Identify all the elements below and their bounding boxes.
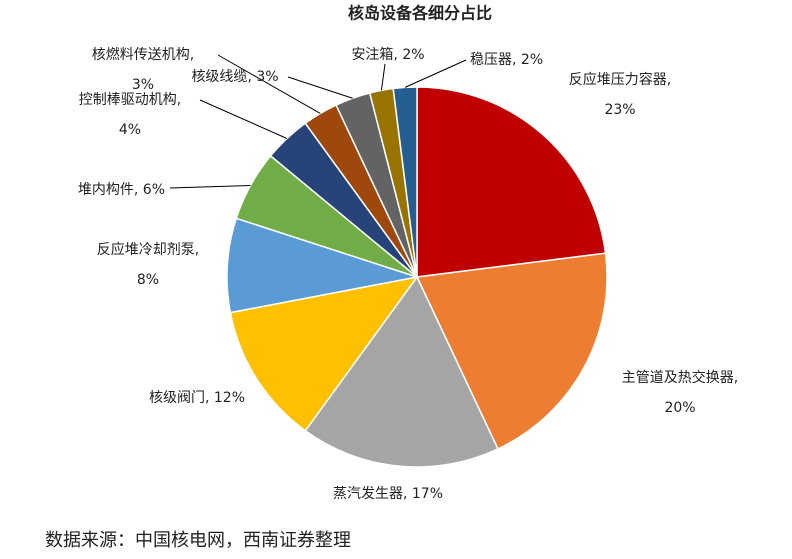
pie-slice [304,275,499,468]
value-label: 6% [143,182,165,198]
label-separator: , [393,47,402,63]
value-label: 8% [137,272,159,288]
pie-slice [229,275,419,432]
value-label: 23% [604,102,635,118]
data-label: 核级阀门, 12% [149,390,245,406]
data-label: 主管道及热交换器, [622,369,738,386]
value-label: 3% [256,69,278,85]
label-separator: , [734,370,738,386]
category-name: 蒸汽发生器 [333,486,403,502]
value-label: 12% [214,390,245,406]
leader-line [380,63,386,91]
label-separator: , [190,47,194,63]
label-separator: , [667,72,671,88]
category-name: 控制棒驱动机构 [79,92,177,108]
category-name: 核燃料传送机构 [92,46,190,63]
category-name: 核级阀门 [149,390,205,406]
category-name: 核级线缆 [191,69,247,85]
category-name: 主管道及热交换器 [622,369,734,386]
leader-line [287,76,353,99]
category-name: 稳压器 [470,52,512,68]
data-label: 核燃料传送机构, [92,46,194,63]
leader-line [169,184,251,189]
value-label: 4% [119,122,141,138]
data-label: 蒸汽发生器, 17% [333,486,443,502]
category-name: 反应堆冷却剂泵 [97,241,195,258]
pie-slice [226,217,418,314]
pie-slice [416,86,607,278]
data-label: 反应堆冷却剂泵, [97,241,199,258]
value-label: 20% [664,400,695,416]
source-note: 数据来源：中国核电网，西南证券整理 [45,530,351,551]
leader-line [199,99,288,139]
pie-slice [415,252,608,450]
label-separator: , [134,182,143,198]
value-label: 2% [521,52,543,68]
data-label: 堆内构件, 6% [78,182,165,198]
chart-title: 核岛设备各细分占比 [348,4,492,23]
label-separator: , [247,69,256,85]
data-label: 稳压器, 2% [470,52,543,68]
category-name: 反应堆压力容器 [569,71,667,88]
leader-line [404,59,467,88]
label-separator: , [177,92,181,108]
leader-line [217,54,321,114]
label-separator: , [403,486,412,502]
category-name: 堆内构件 [78,182,134,198]
label-separator: , [195,242,199,258]
value-label: 17% [412,486,443,502]
data-label: 反应堆压力容器, [569,71,671,88]
data-label: 核级线缆, 3% [191,69,278,85]
value-label: 2% [402,47,424,63]
data-label: 控制棒驱动机构, [79,92,181,108]
category-name: 安注箱 [351,47,393,63]
label-separator: , [205,390,214,406]
data-label: 安注箱, 2% [351,47,424,63]
label-separator: , [512,52,521,68]
value-label: 3% [132,77,154,93]
